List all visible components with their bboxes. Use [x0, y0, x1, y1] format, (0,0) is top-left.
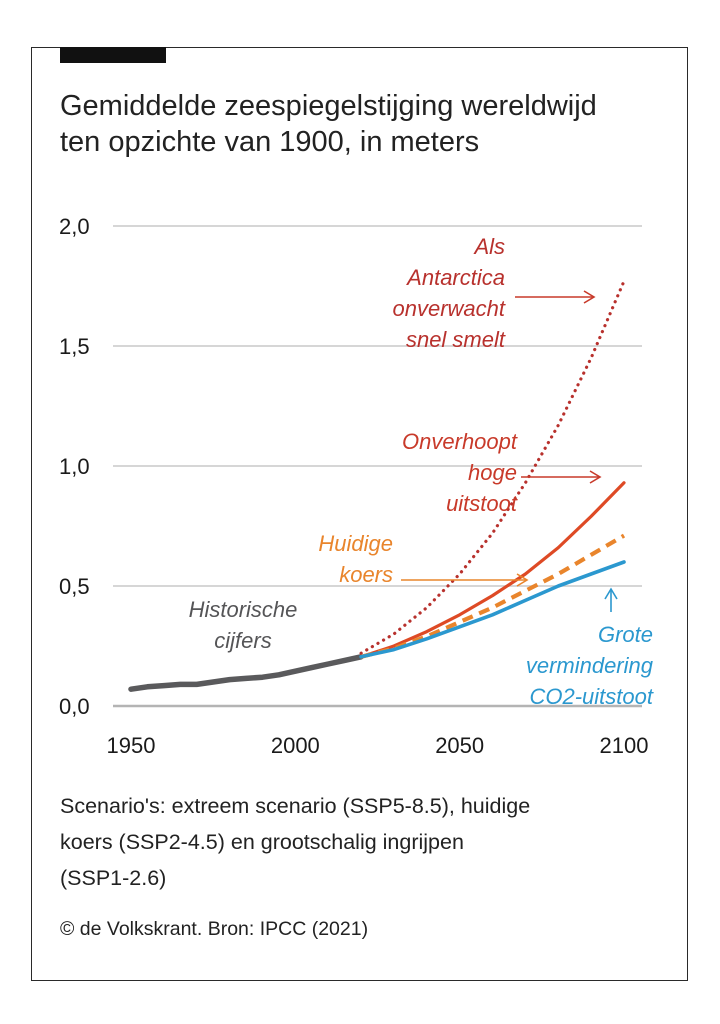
chart-title: Gemiddelde zeespiegelstijging wereldwijd…: [60, 88, 680, 160]
annotation-mitigation-line-3: CO2-uitstoot: [530, 684, 654, 709]
arrow-mitigation-head: [604, 587, 618, 600]
chart-caption: Scenario's: extreem scenario (SSP5-8.5),…: [60, 788, 680, 896]
series-line-historical: [128, 654, 364, 692]
caption-line-3: (SSP1-2.6): [60, 866, 167, 890]
x-tick-label-1: 2000: [271, 733, 320, 758]
series-line-mitigation: [359, 560, 626, 659]
y-tick-label-4: 2,0: [59, 214, 90, 239]
annotation-historical-line-1: Historische: [189, 597, 298, 622]
arrow-extreme-head: [589, 470, 602, 484]
annotation-extreme-line-2: hoge: [468, 460, 517, 485]
annotation-historical-line-2: cijfers: [214, 628, 271, 653]
chart-card: [31, 47, 688, 981]
arrow-antarctica-head: [583, 290, 596, 304]
annotation-antarctica-line-3: onverwacht: [392, 296, 505, 321]
caption-line-1: Scenario's: extreem scenario (SSP5-8.5),…: [60, 794, 531, 818]
y-tick-label-3: 1,5: [59, 334, 90, 359]
y-tick-label-0: 0,0: [59, 694, 90, 719]
annotation-mitigation-line-2: vermindering: [526, 653, 654, 678]
x-tick-label-2: 2050: [435, 733, 484, 758]
arrow-current-head: [516, 573, 529, 587]
y-tick-label-2: 1,0: [59, 454, 90, 479]
annotation-current-line-2: koers: [339, 562, 393, 587]
series-line-extreme: [359, 481, 626, 659]
annotation-extreme-line-3: uitstoot: [446, 491, 518, 516]
annotation-antarctica-line-1: Als: [472, 234, 505, 259]
brand-bar: [60, 47, 166, 63]
chart-title-line-2: ten opzichte van 1900, in meters: [60, 126, 480, 158]
annotation-extreme-line-1: Onverhoopt: [402, 429, 518, 454]
x-tick-label-3: 2100: [600, 733, 649, 758]
source-credit: © de Volkskrant. Bron: IPCC (2021): [60, 918, 369, 940]
chart-title-line-1: Gemiddelde zeespiegelstijging wereldwijd: [60, 90, 597, 122]
caption-line-2: koers (SSP2-4.5) en grootschalig ingrijp…: [60, 830, 464, 854]
x-tick-label-0: 1950: [107, 733, 156, 758]
annotation-antarctica-line-4: snel smelt: [406, 327, 506, 352]
annotation-antarctica-line-2: Antarctica: [405, 265, 505, 290]
y-tick-label-1: 0,5: [59, 574, 90, 599]
series-line-antarctica: [359, 279, 626, 655]
annotation-mitigation-line-1: Grote: [598, 622, 653, 647]
annotation-current-line-1: Huidige: [318, 531, 393, 556]
